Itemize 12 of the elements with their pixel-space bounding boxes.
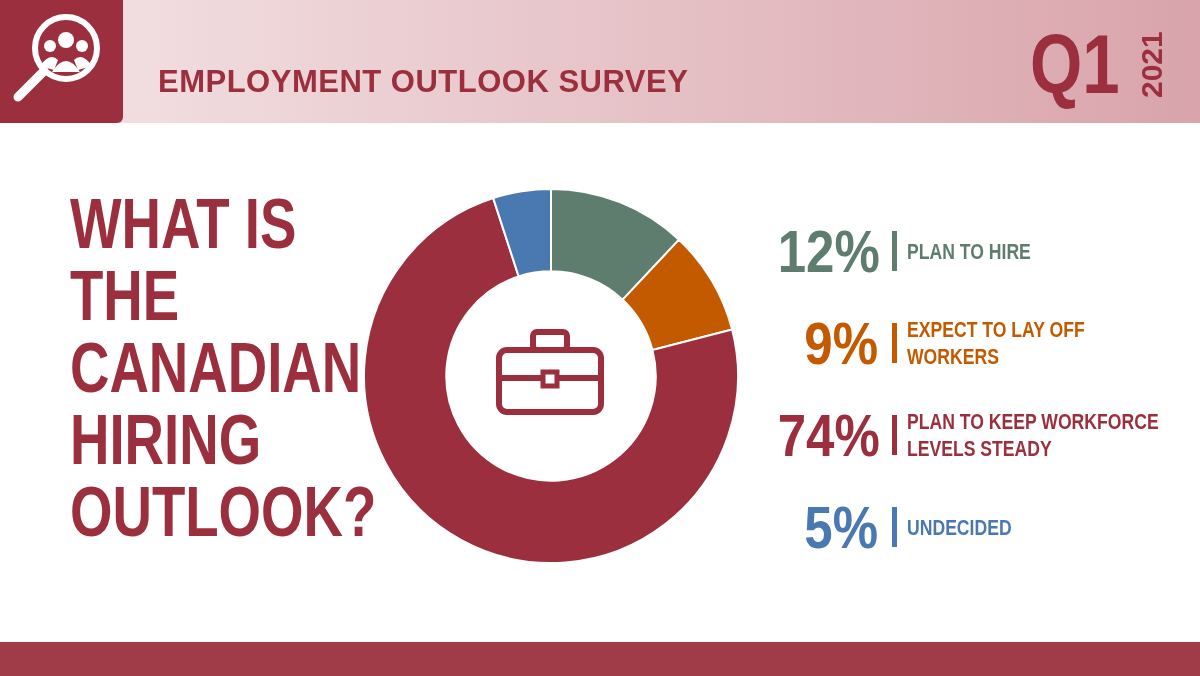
data-label: 74%: [777, 400, 880, 470]
legend-label: PLAN TO KEEP WORKFORCE LEVELS STEADY: [907, 408, 1160, 462]
legend-label: PLAN TO HIRE: [907, 237, 1032, 265]
data-label: 5%: [803, 492, 878, 562]
text: WHAT IS THE CANADIAN HIRING OUTLOOK?: [70, 185, 377, 551]
data-label: 9%: [803, 308, 878, 378]
chart-subtitle: EMPLOYMENT OUTLOOK SURVEY: [158, 64, 689, 100]
text: Q1: [1030, 17, 1120, 111]
text: 2021: [1135, 31, 1169, 98]
legend-label: UNDECIDED: [907, 513, 1013, 541]
legend-label: EXPECT TO LAY OFF WORKERS: [907, 316, 1086, 370]
data-label: 12%: [777, 216, 880, 286]
